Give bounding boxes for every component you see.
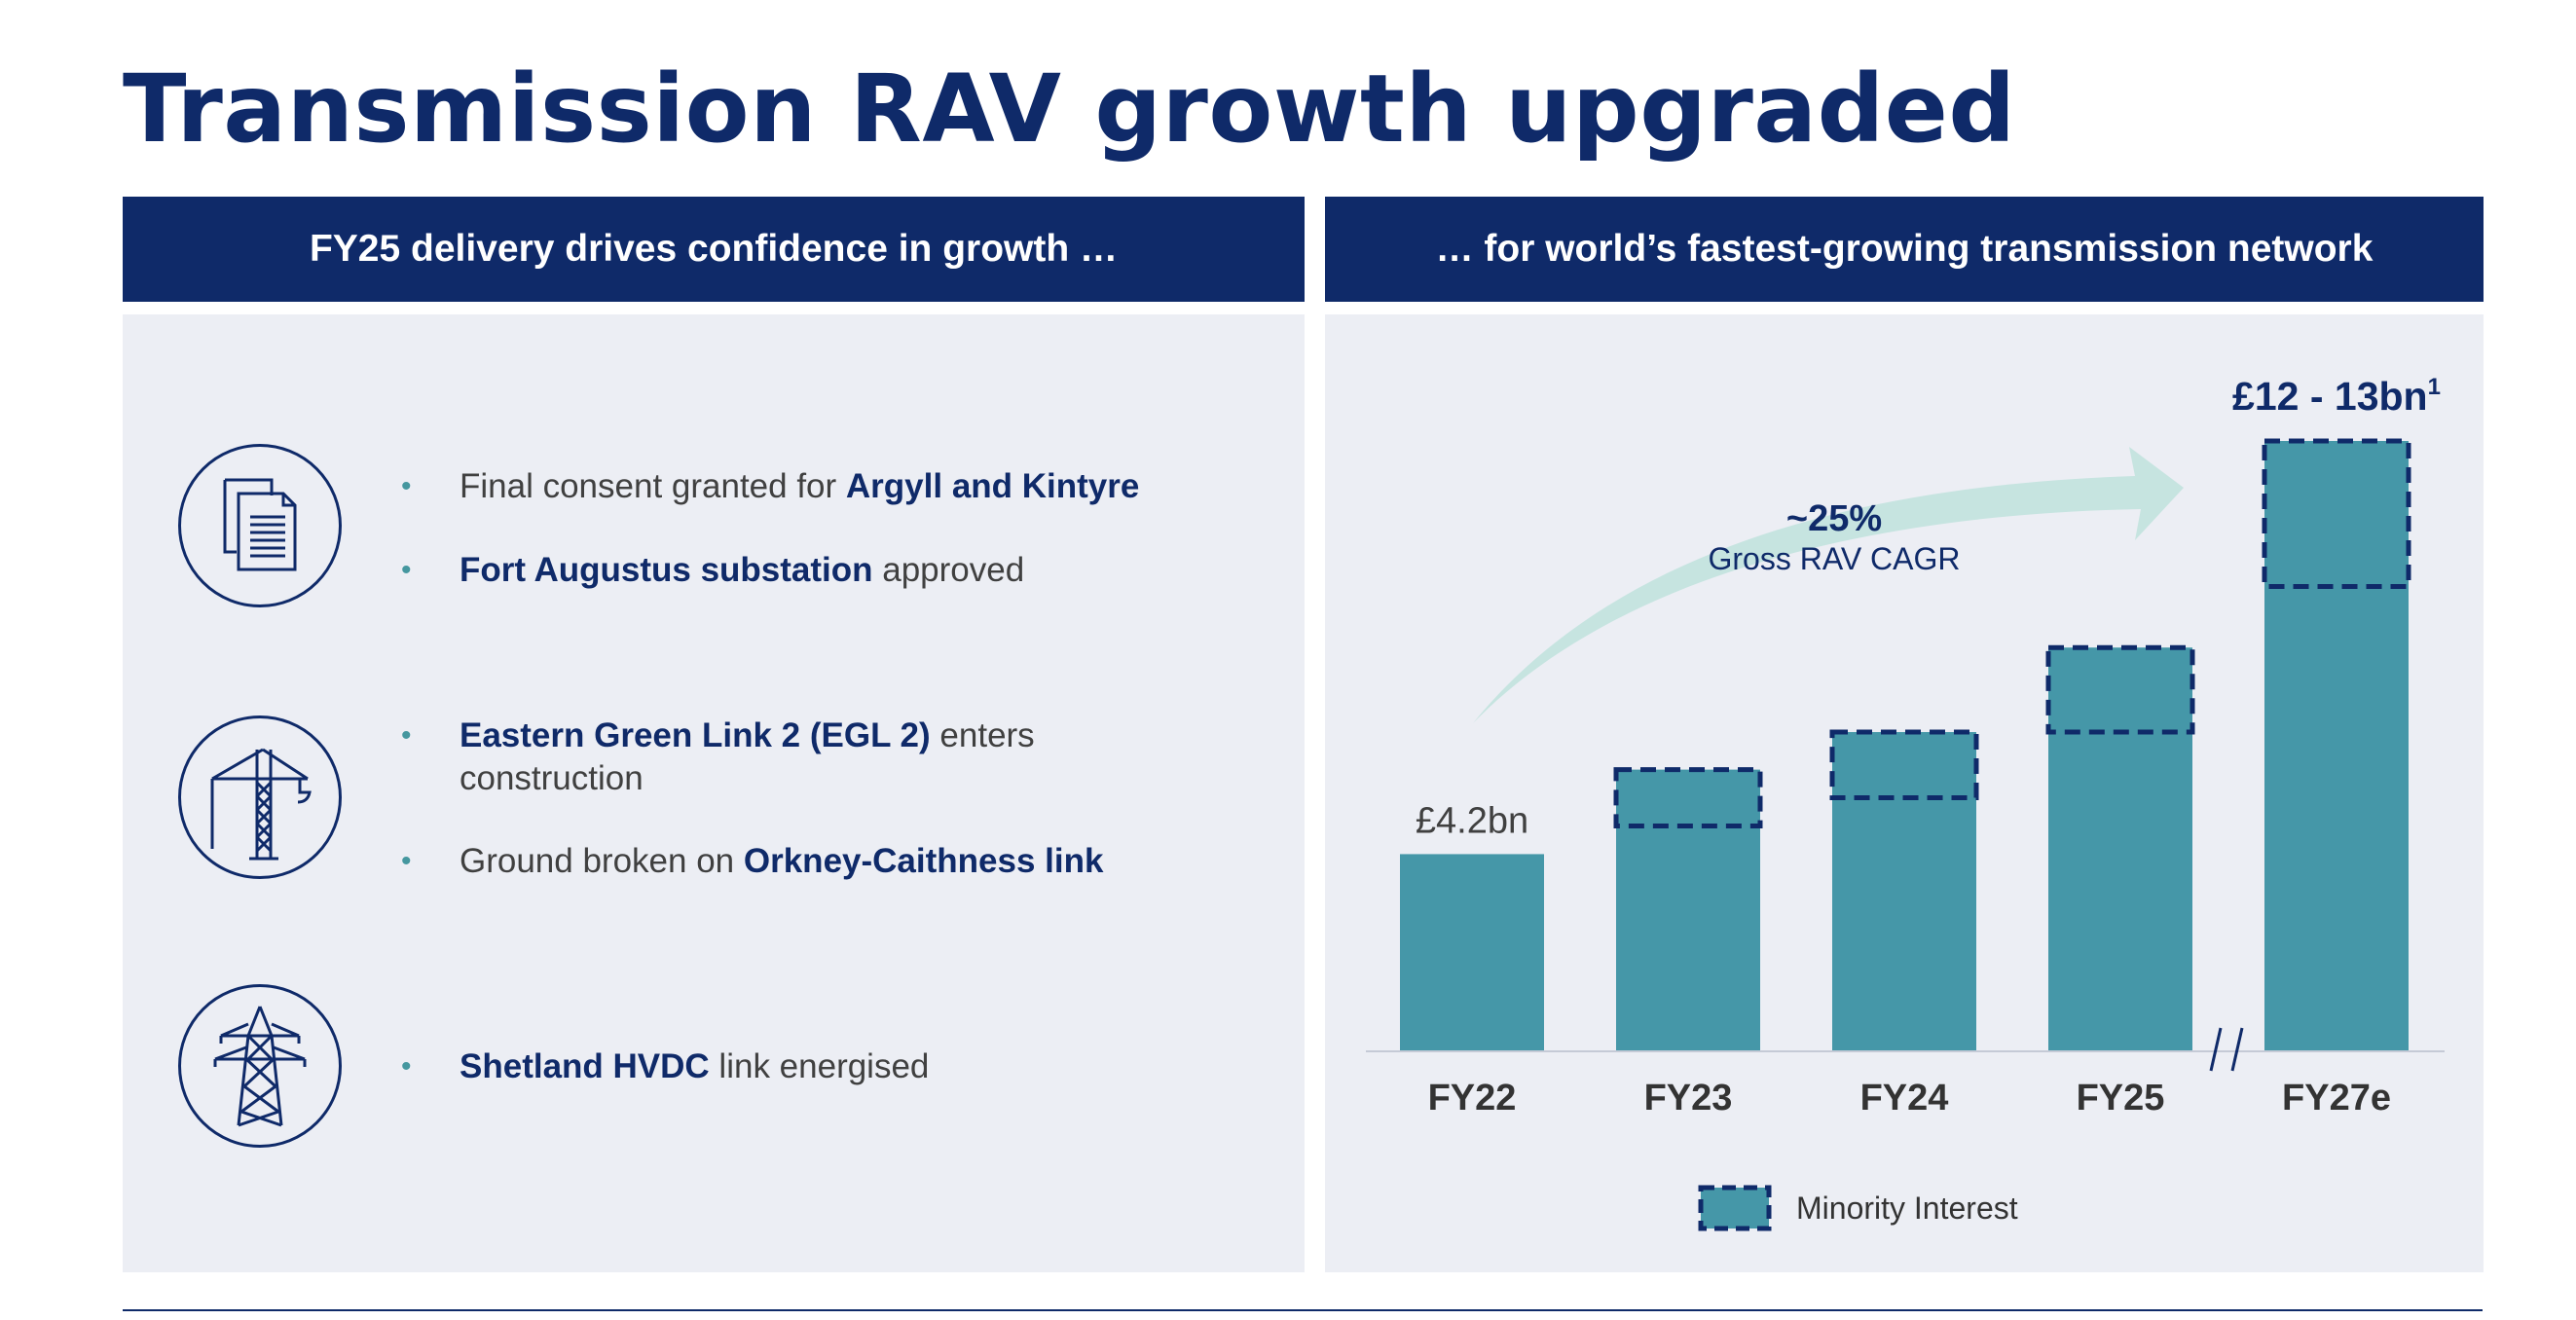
x-tick-label: FY25: [2077, 1078, 2165, 1118]
bullet-marker: •: [401, 470, 412, 502]
axis-break: [2209, 1027, 2244, 1072]
bullet-marker: •: [401, 845, 412, 877]
bullet-text: Fort Augustus substation approved: [460, 551, 1025, 589]
bullet-marker: •: [401, 1050, 412, 1082]
bullet-marker: •: [401, 719, 412, 752]
rav-bar-chart: ~25% Gross RAV CAGR FY22 FY23 FY24 FY25 FY27…: [1366, 374, 2445, 1231]
minority-interest-fy25: [2045, 644, 2195, 735]
bar-fy24: [1832, 732, 1976, 1051]
bar-fy27e: [2264, 441, 2409, 1051]
x-tick-labels: FY22 FY23 FY24 FY25 FY27e: [1428, 1078, 2391, 1118]
data-label-fy27e: £12 - 13bn1: [2232, 374, 2441, 419]
axis-break-mark: [2230, 1027, 2244, 1072]
page-title: Transmission RAV growth upgraded: [123, 55, 2016, 164]
minority-interest-fy23: [1613, 767, 1763, 828]
pylon-icon: [178, 984, 342, 1148]
legend: Minority Interest: [1698, 1185, 2018, 1231]
data-labels: £4.2bn £12 - 13bn1: [1416, 374, 2441, 841]
bullet-marker: •: [401, 554, 412, 586]
bars-layer: [1400, 438, 2411, 1051]
data-label-fy22: £4.2bn: [1416, 800, 1528, 841]
bottom-rule: [123, 1309, 2483, 1311]
legend-label: Minority Interest: [1796, 1191, 2018, 1226]
legend-swatch: [1698, 1185, 1772, 1231]
crane-icon: [178, 715, 342, 879]
axis-break-mark: [2209, 1027, 2223, 1072]
x-tick-label: FY23: [1644, 1078, 1733, 1118]
bar-fy25: [2048, 647, 2192, 1051]
footnote-marker: 1: [2428, 374, 2441, 400]
cagr-label: Gross RAV CAGR: [1709, 541, 1961, 576]
document-icon: [178, 444, 342, 607]
x-tick-label: FY24: [1860, 1078, 1949, 1118]
bullet-text: Final consent granted for Argyll and Kin…: [460, 467, 1140, 505]
left-panel-header: FY25 delivery drives confidence in growt…: [123, 197, 1305, 302]
bullet-text: Eastern Green Link 2 (EGL 2) enters const…: [460, 716, 1035, 797]
right-panel-header: … for world’s fastest-growing transmissi…: [1325, 197, 2484, 302]
minority-interest-fy24: [1829, 729, 1979, 801]
bullet-text: Ground broken on Orkney-Caithness link: [460, 842, 1104, 880]
bar-fy22: [1400, 854, 1544, 1051]
bullet-text: Shetland HVDC link energised: [460, 1047, 930, 1085]
bar-fy23: [1616, 769, 1760, 1051]
growth-arrow: [1473, 447, 2184, 723]
cagr-value: ~25%: [1786, 498, 1882, 539]
growth-arrow-shape: [1473, 447, 2184, 723]
x-tick-label: FY22: [1428, 1078, 1517, 1118]
x-tick-label: FY27e: [2282, 1078, 2391, 1118]
